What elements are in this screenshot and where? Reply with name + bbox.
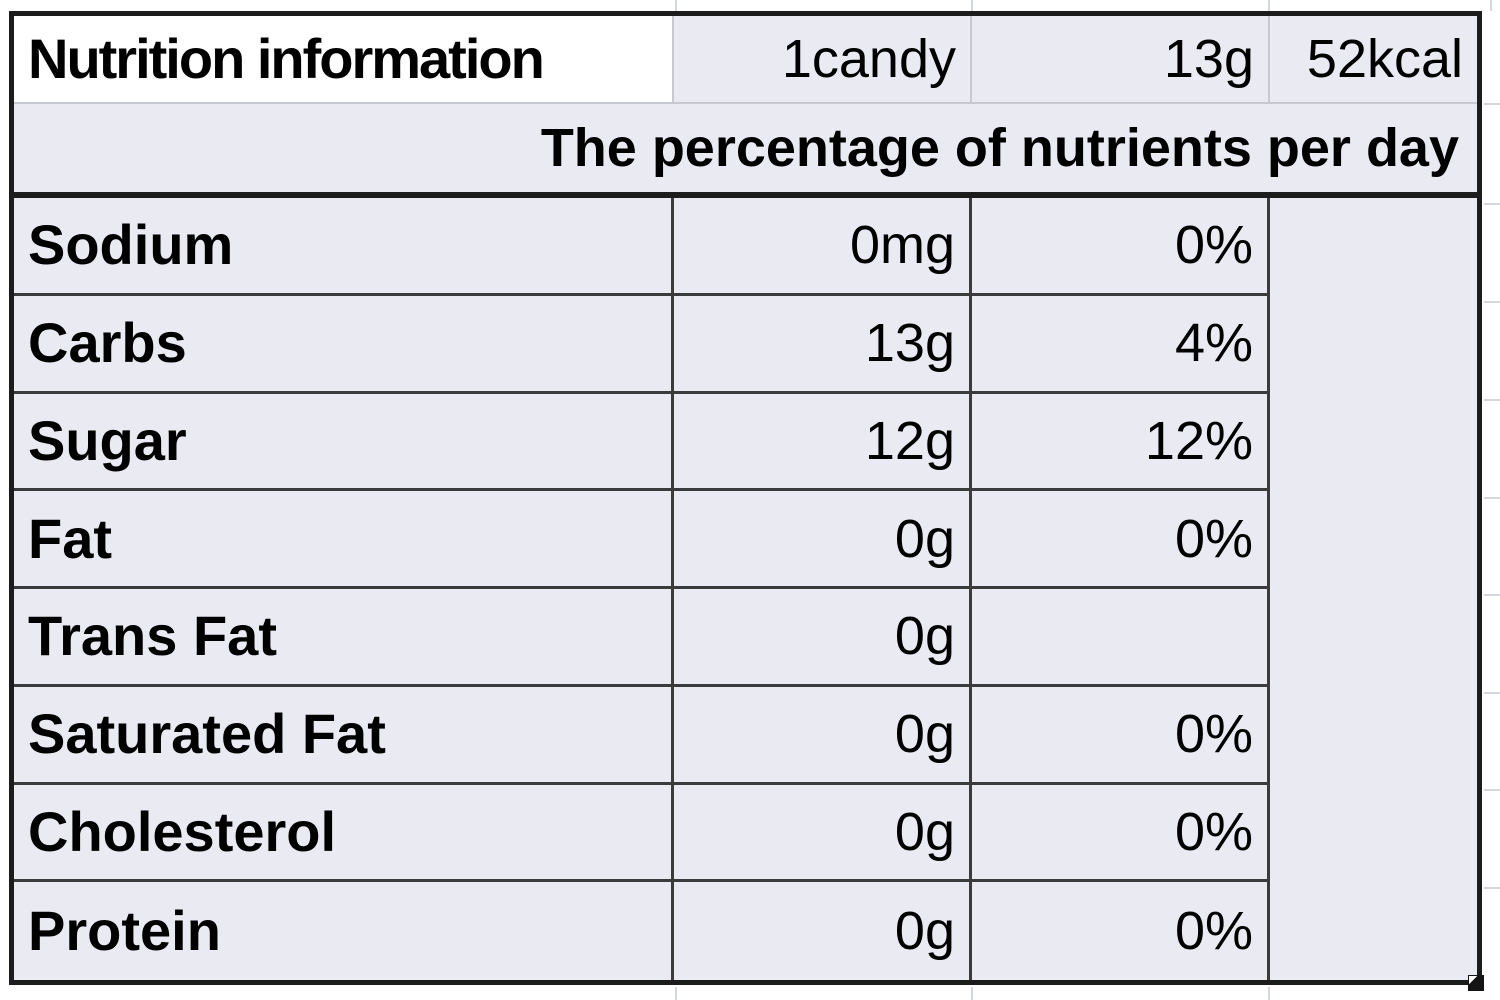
gridline-stub-right — [1484, 594, 1500, 596]
cell-merged-empty-column[interactable] — [1270, 198, 1477, 980]
cell-row-label[interactable]: Carbs — [14, 295, 674, 394]
cell-row-label[interactable]: Sugar — [14, 393, 674, 492]
cell-row-amount[interactable]: 0g — [674, 491, 972, 589]
gridline-stub-top — [1490, 0, 1492, 11]
gridline-stub-right — [1484, 203, 1500, 205]
cell-row-label[interactable]: Saturated Fat — [14, 686, 674, 785]
cell-row-amount[interactable]: 0g — [674, 686, 972, 785]
cell-row-percent[interactable]: 0% — [972, 882, 1270, 980]
cell-row-amount[interactable]: 0g — [674, 589, 972, 687]
cell-nutrition-title[interactable]: Nutrition information — [14, 16, 674, 104]
gridline-stub-right — [1484, 399, 1500, 401]
gridline-stub-right — [1484, 497, 1500, 499]
gridline-stub-bottom — [971, 987, 973, 1000]
cell-row-label[interactable]: Protein — [14, 882, 674, 980]
gridline-stub-bottom — [675, 987, 677, 1000]
cell-row-amount[interactable]: 13g — [674, 295, 972, 394]
cell-row-label[interactable]: Trans Fat — [14, 589, 674, 687]
gridline-stub-top — [675, 0, 677, 11]
gridline-stub-right — [1484, 692, 1500, 694]
gridline-stub-right — [1484, 103, 1500, 105]
cell-row-percent[interactable]: 0% — [972, 784, 1270, 883]
fill-handle-icon[interactable] — [1468, 975, 1484, 991]
cell-row-label[interactable]: Cholesterol — [14, 784, 674, 883]
cell-row-label[interactable]: Sodium — [14, 198, 674, 296]
gridline-stub-top — [971, 0, 973, 11]
gridline-stub-right — [1484, 301, 1500, 303]
cell-calories[interactable]: 52kcal — [1270, 16, 1477, 104]
cell-row-percent[interactable]: 0% — [972, 686, 1270, 785]
cell-row-amount[interactable]: 0g — [674, 784, 972, 883]
cell-row-percent[interactable] — [972, 589, 1270, 687]
cell-row-amount[interactable]: 0mg — [674, 198, 972, 296]
cell-subheader[interactable]: The percentage of nutrients per day — [14, 104, 1477, 198]
cell-row-amount[interactable]: 12g — [674, 393, 972, 492]
cell-serving-weight[interactable]: 13g — [972, 16, 1270, 104]
cell-row-percent[interactable]: 4% — [972, 295, 1270, 394]
gridline-stub-top — [1268, 0, 1270, 11]
nutrition-table: Nutrition information 1candy 13g 52kcal … — [9, 11, 1482, 985]
gridline-stub-bottom — [1268, 987, 1270, 1000]
cell-row-label[interactable]: Fat — [14, 491, 674, 589]
cell-row-percent[interactable]: 0% — [972, 491, 1270, 589]
gridline-stub-right — [1484, 789, 1500, 791]
cell-row-percent[interactable]: 12% — [972, 393, 1270, 492]
cell-serving-size[interactable]: 1candy — [674, 16, 972, 104]
cell-row-amount[interactable]: 0g — [674, 882, 972, 980]
gridline-stub-right — [1484, 887, 1500, 889]
cell-row-percent[interactable]: 0% — [972, 198, 1270, 296]
